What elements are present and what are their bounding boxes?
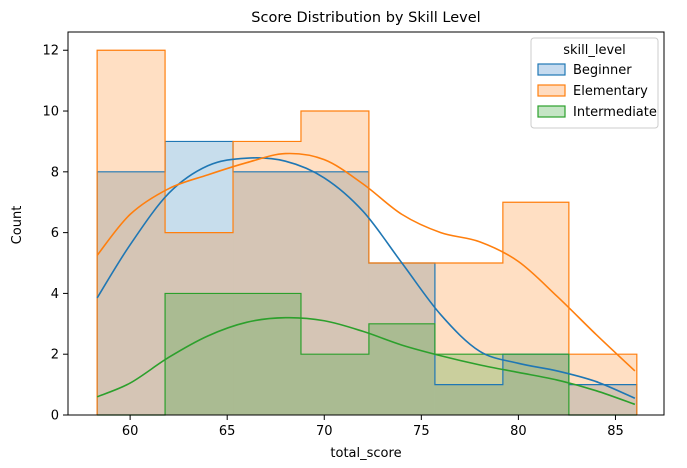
legend-swatch-beginner — [537, 63, 566, 76]
chart-title: Score Distribution by Skill Level — [251, 10, 480, 26]
y-axis: 0 2 4 6 8 10 12 — [42, 44, 68, 424]
x-tick-label: 70 — [316, 424, 333, 439]
bars-beginner — [97, 141, 637, 415]
y-tick-label: 4 — [51, 287, 59, 302]
legend: skill_level Beginner Elementary Intermediat… — [530, 37, 659, 129]
bar-beginner-7 — [568, 384, 637, 415]
bars-intermediate — [165, 293, 569, 415]
bar-intermediate-1 — [165, 293, 234, 415]
x-tick-label: 75 — [413, 424, 430, 439]
x-tick-label: 85 — [607, 424, 624, 439]
y-tick-label: 2 — [51, 348, 59, 363]
step-outline-intermediate — [97, 292, 637, 416]
y-tick-label: 8 — [51, 165, 59, 180]
legend-swatch-intermediate — [537, 105, 566, 118]
x-tick-label: 65 — [219, 424, 236, 439]
y-tick-label: 12 — [42, 44, 59, 59]
bar-beginner-4 — [368, 263, 435, 415]
y-tick-label: 0 — [51, 409, 59, 424]
bar-beginner-6 — [502, 354, 569, 415]
kde-curve-intermediate — [96, 316, 636, 406]
bar-elementary-2 — [233, 141, 301, 415]
legend-label-beginner: Beginner — [573, 63, 632, 78]
bar-intermediate-3 — [300, 354, 369, 415]
y-axis-label: Count — [10, 206, 25, 245]
step-outline-elementary — [96, 49, 638, 415]
plot-frame — [67, 31, 665, 416]
kde-curve-elementary — [96, 152, 636, 372]
bar-elementary-4 — [368, 263, 435, 415]
bar-beginner-5 — [434, 384, 503, 415]
legend-label-elementary: Elementary — [573, 84, 648, 99]
legend-label-intermediate: Intermediate — [573, 105, 657, 120]
plot-area — [67, 31, 665, 416]
bar-elementary-0 — [97, 50, 166, 415]
bar-elementary-1 — [165, 232, 234, 415]
legend-swatch-elementary — [537, 84, 566, 97]
legend-title: skill_level — [563, 43, 626, 58]
bar-elementary-5 — [434, 263, 503, 415]
x-axis: 60 65 70 75 80 85 — [122, 415, 624, 439]
x-tick-label: 80 — [510, 424, 527, 439]
bar-beginner-3 — [300, 171, 369, 415]
x-axis-label: total_score — [330, 446, 401, 461]
y-tick-label: 6 — [51, 226, 59, 241]
y-tick-label: 10 — [42, 105, 59, 120]
bar-intermediate-2 — [233, 293, 301, 415]
bar-intermediate-6 — [502, 354, 569, 415]
bar-intermediate-4 — [368, 323, 435, 415]
x-tick-label: 60 — [122, 424, 139, 439]
bar-elementary-3 — [300, 111, 369, 416]
